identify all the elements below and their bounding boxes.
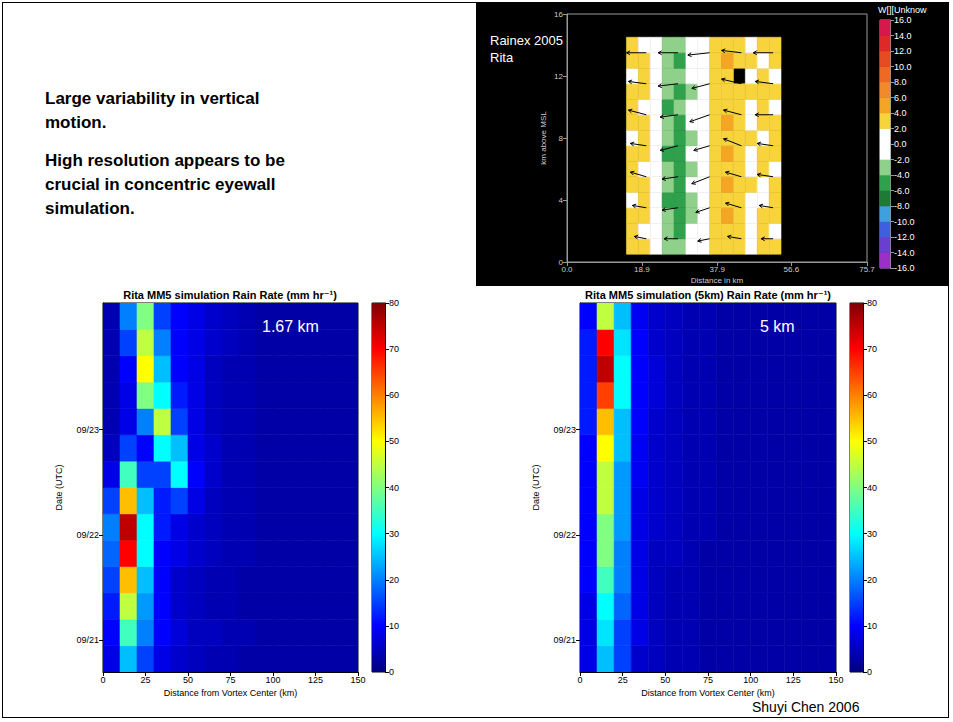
svg-text:-12.0: -12.0	[894, 232, 915, 242]
svg-text:20: 20	[389, 575, 399, 585]
svg-text:50: 50	[660, 675, 670, 685]
svg-text:10: 10	[867, 621, 877, 631]
svg-text:09/23: 09/23	[76, 425, 99, 435]
svg-text:Shuyi Chen 2006: Shuyi Chen 2006	[752, 699, 860, 715]
svg-text:100: 100	[743, 675, 758, 685]
svg-text:09/21: 09/21	[76, 635, 99, 645]
svg-text:18.9: 18.9	[634, 265, 650, 274]
svg-text:-6.0: -6.0	[894, 186, 910, 196]
svg-text:4.0: 4.0	[894, 108, 907, 118]
svg-text:1.67 km: 1.67 km	[262, 318, 319, 335]
svg-text:30: 30	[389, 529, 399, 539]
svg-text:150: 150	[828, 675, 843, 685]
svg-text:60: 60	[867, 390, 877, 400]
svg-text:37.9: 37.9	[709, 265, 725, 274]
svg-text:km above MSL: km above MSL	[539, 111, 548, 165]
svg-text:0.0: 0.0	[894, 139, 907, 149]
svg-text:70: 70	[389, 344, 399, 354]
svg-text:Date (UTC): Date (UTC)	[54, 464, 64, 510]
svg-text:09/23: 09/23	[553, 425, 576, 435]
svg-text:50: 50	[183, 675, 193, 685]
svg-text:125: 125	[786, 675, 801, 685]
svg-text:0: 0	[558, 257, 563, 267]
svg-text:motion.: motion.	[45, 113, 106, 132]
svg-text:5 km: 5 km	[760, 318, 795, 335]
svg-text:50: 50	[389, 436, 399, 446]
svg-text:0: 0	[100, 675, 105, 685]
svg-text:25: 25	[618, 675, 628, 685]
svg-text:W[][Unknow: W[][Unknow	[878, 5, 927, 15]
svg-text:60: 60	[389, 390, 399, 400]
svg-text:0.0: 0.0	[561, 265, 573, 274]
svg-text:70: 70	[867, 344, 877, 354]
svg-text:-4.0: -4.0	[894, 170, 910, 180]
svg-text:75: 75	[703, 675, 713, 685]
svg-text:40: 40	[389, 483, 399, 493]
svg-text:High resolution appears to be: High resolution appears to be	[45, 151, 285, 170]
svg-text:09/22: 09/22	[76, 530, 99, 540]
svg-text:09/22: 09/22	[553, 530, 576, 540]
svg-text:09/21: 09/21	[553, 635, 576, 645]
svg-text:crucial in concentric eyewall: crucial in concentric eyewall	[45, 175, 276, 194]
svg-text:8.0: 8.0	[894, 77, 907, 87]
svg-text:Rita: Rita	[490, 50, 514, 65]
svg-text:simulation.: simulation.	[45, 199, 135, 218]
svg-text:-14.0: -14.0	[894, 248, 915, 258]
svg-text:75.7: 75.7	[859, 265, 875, 274]
svg-text:4: 4	[559, 196, 564, 205]
svg-text:25: 25	[140, 675, 150, 685]
svg-text:-16.0: -16.0	[894, 263, 915, 273]
svg-text:16.0: 16.0	[894, 15, 912, 25]
svg-text:16: 16	[554, 10, 563, 19]
svg-text:8: 8	[559, 134, 564, 143]
svg-text:-10.0: -10.0	[894, 217, 915, 227]
svg-text:0: 0	[577, 675, 582, 685]
svg-text:Distance from Vortex Center (k: Distance from Vortex Center (km)	[164, 688, 298, 698]
svg-text:Rainex 2005: Rainex 2005	[490, 33, 563, 48]
svg-text:0: 0	[389, 667, 394, 677]
svg-text:50: 50	[867, 436, 877, 446]
svg-text:10.0: 10.0	[894, 62, 912, 72]
svg-text:-8.0: -8.0	[894, 201, 910, 211]
svg-text:150: 150	[350, 675, 365, 685]
svg-text:Distance in km: Distance in km	[691, 276, 744, 285]
svg-text:30: 30	[867, 529, 877, 539]
svg-text:Date (UTC): Date (UTC)	[531, 464, 541, 510]
svg-text:10: 10	[389, 621, 399, 631]
svg-text:-2.0: -2.0	[894, 155, 910, 165]
svg-text:Rita MM5 simulation Rain Rate: Rita MM5 simulation Rain Rate (mm hr⁻¹)	[123, 289, 337, 301]
svg-text:Distance from Vortex Center (k: Distance from Vortex Center (km)	[641, 688, 775, 698]
svg-text:40: 40	[867, 483, 877, 493]
svg-text:Rita MM5 simulation (5km) Rain: Rita MM5 simulation (5km) Rain Rate (mm …	[585, 289, 831, 301]
svg-text:125: 125	[308, 675, 323, 685]
svg-text:14.0: 14.0	[894, 31, 912, 41]
svg-text:0: 0	[867, 667, 872, 677]
svg-text:80: 80	[867, 298, 877, 308]
svg-text:56.6: 56.6	[784, 265, 800, 274]
svg-text:12.0: 12.0	[894, 46, 912, 56]
svg-text:75: 75	[225, 675, 235, 685]
svg-text:Large variability in vertical: Large variability in vertical	[45, 89, 259, 108]
svg-text:20: 20	[867, 575, 877, 585]
svg-text:6.0: 6.0	[894, 93, 907, 103]
svg-text:100: 100	[265, 675, 280, 685]
svg-text:2.0: 2.0	[894, 124, 907, 134]
svg-text:80: 80	[389, 298, 399, 308]
svg-text:12: 12	[554, 72, 563, 81]
